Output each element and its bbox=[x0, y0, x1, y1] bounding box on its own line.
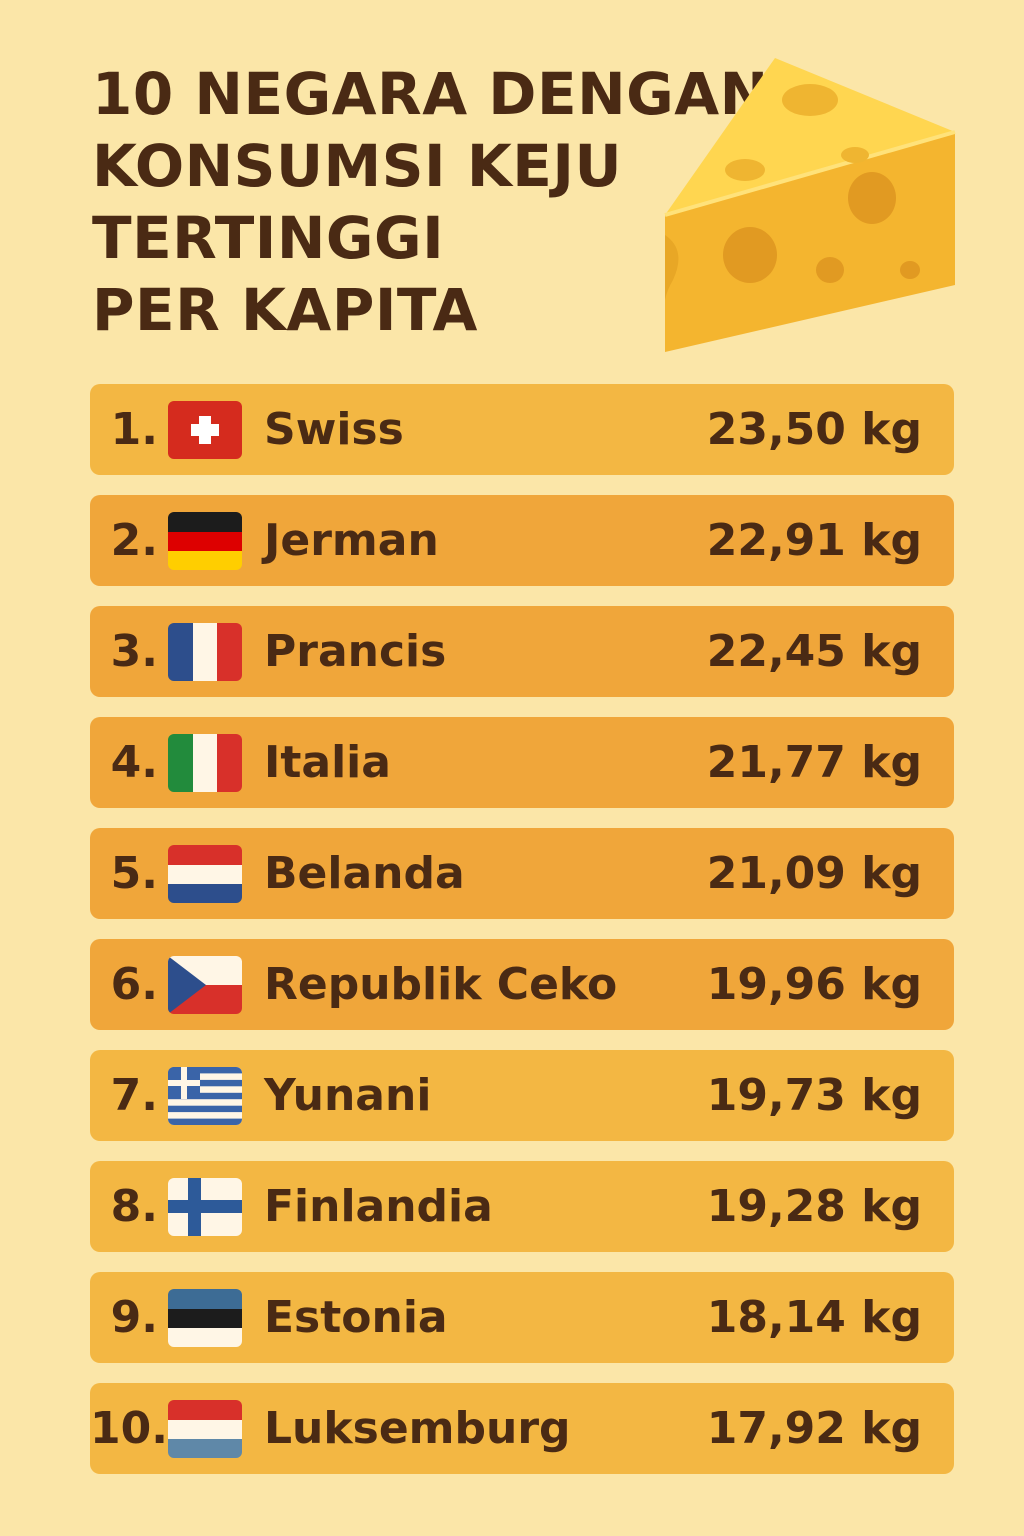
rank-label: 10. bbox=[90, 1403, 168, 1454]
rank-label: 6. bbox=[110, 959, 158, 1010]
country-name: Estonia bbox=[264, 1292, 448, 1343]
title-line: 10 NEGARA DENGAN bbox=[92, 60, 769, 128]
list-item: 1. Swiss 23,50 kg bbox=[90, 384, 954, 475]
consumption-value: 22,45 kg bbox=[706, 626, 922, 677]
country-name: Yunani bbox=[264, 1070, 432, 1121]
czech-flag-icon bbox=[168, 955, 242, 1014]
list-item: 10. Luksemburg 17,92 kg bbox=[90, 1383, 954, 1474]
consumption-value: 18,14 kg bbox=[706, 1292, 922, 1343]
list-item: 2. Jerman 22,91 kg bbox=[90, 495, 954, 586]
consumption-value: 21,09 kg bbox=[706, 848, 922, 899]
page-title: 10 NEGARA DENGAN KONSUMSI KEJU TERTINGGI… bbox=[92, 58, 769, 346]
cheese-icon bbox=[664, 58, 956, 352]
ranking-list: 1. Swiss 23,50 kg 2. Jerman 22,91 kg 3. … bbox=[90, 384, 954, 1494]
country-name: Republik Ceko bbox=[264, 959, 618, 1010]
rank-label: 4. bbox=[110, 737, 158, 788]
title-line: KONSUMSI KEJU bbox=[92, 132, 623, 200]
rank-label: 8. bbox=[110, 1181, 158, 1232]
finland-flag-icon bbox=[168, 1177, 242, 1236]
list-item: 5. Belanda 21,09 kg bbox=[90, 828, 954, 919]
consumption-value: 23,50 kg bbox=[706, 404, 922, 455]
consumption-value: 19,96 kg bbox=[706, 959, 922, 1010]
list-item: 8. Finlandia 19,28 kg bbox=[90, 1161, 954, 1252]
list-item: 9. Estonia 18,14 kg bbox=[90, 1272, 954, 1363]
title-line: PER KAPITA bbox=[92, 276, 478, 344]
rank-label: 3. bbox=[110, 626, 158, 677]
consumption-value: 19,28 kg bbox=[706, 1181, 922, 1232]
country-name: Luksemburg bbox=[264, 1403, 571, 1454]
rank-label: 9. bbox=[110, 1292, 158, 1343]
italy-flag-icon bbox=[168, 733, 242, 792]
luxembourg-flag-icon bbox=[168, 1399, 242, 1458]
greece-flag-icon bbox=[168, 1066, 242, 1125]
rank-label: 1. bbox=[110, 404, 158, 455]
estonia-flag-icon bbox=[168, 1288, 242, 1347]
title-line: TERTINGGI bbox=[92, 204, 445, 272]
consumption-value: 21,77 kg bbox=[706, 737, 922, 788]
country-name: Belanda bbox=[264, 848, 465, 899]
consumption-value: 22,91 kg bbox=[706, 515, 922, 566]
country-name: Italia bbox=[264, 737, 391, 788]
rank-label: 7. bbox=[110, 1070, 158, 1121]
france-flag-icon bbox=[168, 622, 242, 681]
consumption-value: 17,92 kg bbox=[706, 1403, 922, 1454]
consumption-value: 19,73 kg bbox=[706, 1070, 922, 1121]
netherlands-flag-icon bbox=[168, 844, 242, 903]
rank-label: 5. bbox=[110, 848, 158, 899]
rank-label: 2. bbox=[110, 515, 158, 566]
germany-flag-icon bbox=[168, 511, 242, 570]
country-name: Jerman bbox=[264, 515, 439, 566]
list-item: 6. Republik Ceko 19,96 kg bbox=[90, 939, 954, 1030]
country-name: Finlandia bbox=[264, 1181, 493, 1232]
country-name: Swiss bbox=[264, 404, 404, 455]
list-item: 4. Italia 21,77 kg bbox=[90, 717, 954, 808]
list-item: 7. Yunani 19,73 kg bbox=[90, 1050, 954, 1141]
switzerland-flag-icon bbox=[168, 400, 242, 459]
country-name: Prancis bbox=[264, 626, 447, 677]
list-item: 3. Prancis 22,45 kg bbox=[90, 606, 954, 697]
